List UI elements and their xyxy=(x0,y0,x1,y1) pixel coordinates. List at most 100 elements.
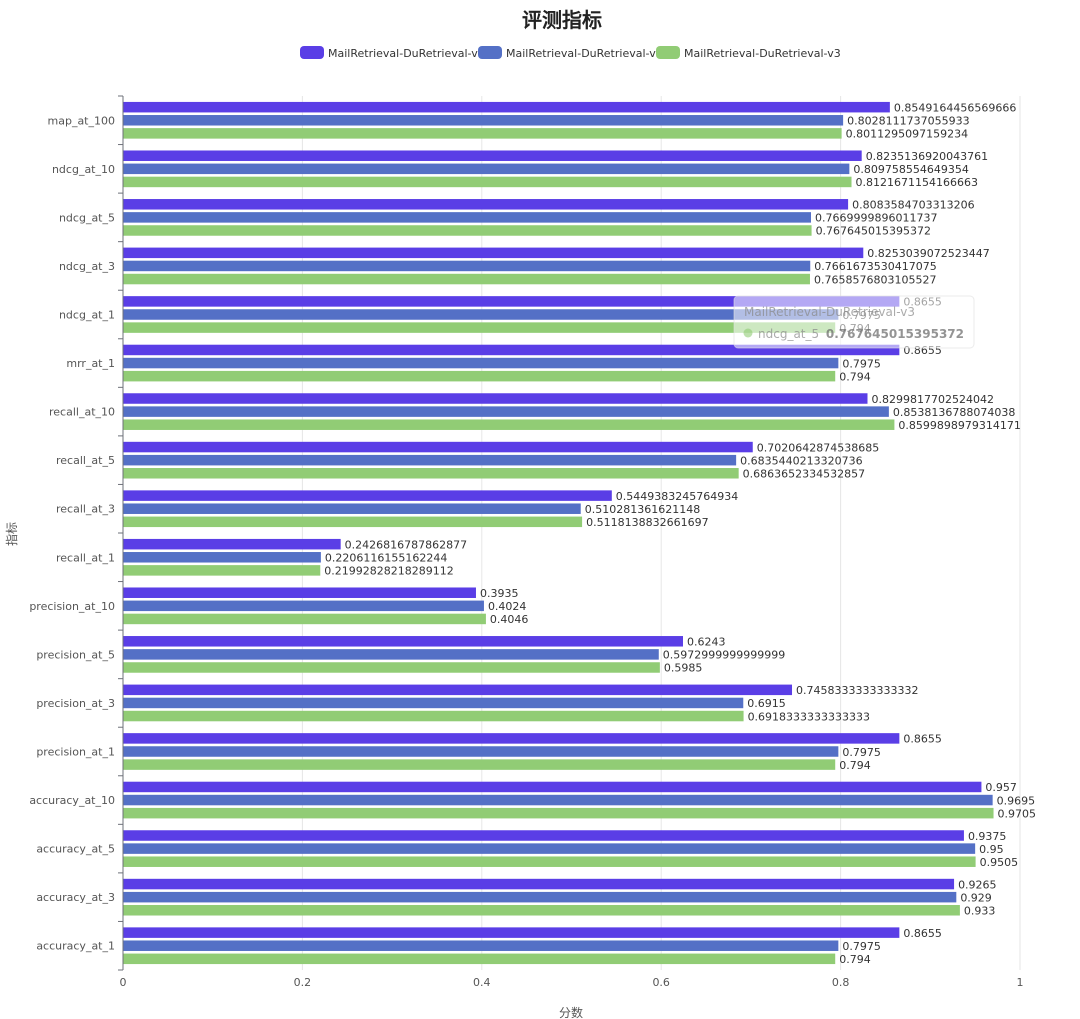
bar-v3-precision-at-10[interactable] xyxy=(123,613,486,625)
grid-lines xyxy=(301,96,1021,970)
bar-v1-accuracy-at-5[interactable] xyxy=(123,830,964,841)
data-label-v1-recall-at-3: 0.5449383245764934 xyxy=(616,490,738,503)
bar-v1-precision-at-1[interactable] xyxy=(123,733,900,744)
bar-v2-precision-at-10[interactable] xyxy=(123,600,484,612)
category-label-ndcg-at-3: ndcg_at_3 xyxy=(59,260,115,273)
bar-v2-accuracy-at-5[interactable] xyxy=(123,843,976,854)
bar-v1-recall-at-10[interactable] xyxy=(123,393,868,404)
data-label-v1-precision-at-10: 0.3935 xyxy=(480,587,518,600)
x-tick-label: 0.2 xyxy=(294,976,312,989)
bar-v1-ndcg-at-1[interactable] xyxy=(123,296,900,307)
x-tick-label: 0.8 xyxy=(832,976,850,989)
bar-v3-ndcg-at-5[interactable] xyxy=(123,225,812,236)
data-label-v1-recall-at-1: 0.2426816787862877 xyxy=(345,538,467,551)
data-label-v3-ndcg-at-5: 0.767645015395372 xyxy=(816,225,931,238)
bar-v2-ndcg-at-5[interactable] xyxy=(123,212,811,223)
bar-v3-recall-at-5[interactable] xyxy=(123,468,739,479)
bar-v3-precision-at-3[interactable] xyxy=(123,710,744,722)
bar-v1-precision-at-5[interactable] xyxy=(123,636,683,647)
category-label-precision-at-10: precision_at_10 xyxy=(29,600,115,613)
data-label-v2-precision-at-10: 0.4024 xyxy=(488,600,526,613)
bar-v3-precision-at-1[interactable] xyxy=(123,759,836,770)
bar-v2-map-at-100[interactable] xyxy=(123,115,844,126)
bar-v2-precision-at-1[interactable] xyxy=(123,746,839,757)
bar-v3-accuracy-at-1[interactable] xyxy=(123,953,836,965)
bar-v1-precision-at-10[interactable] xyxy=(123,587,476,598)
data-label-v3-mrr-at-1: 0.794 xyxy=(839,370,871,383)
legend-label: MailRetrieval-DuRetrieval-v3 xyxy=(684,47,841,60)
x-tick-label: 0.6 xyxy=(652,976,670,989)
legend[interactable]: MailRetrieval-DuRetrieval-v1 MailRetrieva… xyxy=(300,46,841,60)
y-axis-title: 指标 xyxy=(4,522,19,546)
bar-v3-ndcg-at-10[interactable] xyxy=(123,176,852,188)
bar-v3-accuracy-at-5[interactable] xyxy=(123,856,976,867)
bar-v1-accuracy-at-1[interactable] xyxy=(123,927,900,938)
legend-swatch xyxy=(478,46,502,59)
category-label-accuracy-at-1: accuracy_at_1 xyxy=(36,940,115,953)
bar-v3-mrr-at-1[interactable] xyxy=(123,370,836,382)
data-label-v1-precision-at-3: 0.7458333333333332 xyxy=(796,684,918,697)
bar-v1-recall-at-1[interactable] xyxy=(123,538,341,550)
bar-v1-precision-at-3[interactable] xyxy=(123,684,793,696)
bar-v2-ndcg-at-3[interactable] xyxy=(123,260,811,272)
bar-v3-recall-at-10[interactable] xyxy=(123,419,895,430)
data-label-v3-precision-at-3: 0.6918333333333333 xyxy=(748,710,870,723)
data-label-v3-precision-at-10: 0.4046 xyxy=(490,613,529,626)
bar-v1-recall-at-5[interactable] xyxy=(123,441,753,453)
bar-v1-accuracy-at-10[interactable] xyxy=(123,781,982,793)
bar-v3-recall-at-3[interactable] xyxy=(123,516,583,528)
data-label-v1-map-at-100: 0.8549164456569666 xyxy=(894,101,1016,114)
bar-v1-mrr-at-1[interactable] xyxy=(123,344,900,356)
bar-v2-precision-at-3[interactable] xyxy=(123,697,744,709)
data-label-v3-recall-at-10: 0.8599898979314171 xyxy=(898,419,1020,432)
bar-v2-recall-at-1[interactable] xyxy=(123,552,321,563)
bar-v1-map-at-100[interactable] xyxy=(123,101,890,113)
x-tick-label: 0.4 xyxy=(473,976,491,989)
data-label-v2-map-at-100: 0.8028111737055933 xyxy=(847,115,969,128)
bar-v1-recall-at-3[interactable] xyxy=(123,490,612,501)
bars-group xyxy=(123,101,994,965)
bar-v2-recall-at-3[interactable] xyxy=(123,503,581,514)
category-label-recall-at-1: recall_at_1 xyxy=(56,551,115,564)
bar-v2-accuracy-at-3[interactable] xyxy=(123,891,957,903)
category-label-precision-at-3: precision_at_3 xyxy=(36,697,115,710)
bar-v1-ndcg-at-3[interactable] xyxy=(123,247,864,259)
category-label-accuracy-at-3: accuracy_at_3 xyxy=(36,891,115,904)
bar-v2-recall-at-5[interactable] xyxy=(123,454,737,466)
bar-v2-precision-at-5[interactable] xyxy=(123,649,659,660)
data-label-v2-recall-at-3: 0.510281361621148 xyxy=(585,503,700,516)
legend-item-v1[interactable]: MailRetrieval-DuRetrieval-v1 xyxy=(300,46,485,60)
x-tick-label: 0 xyxy=(120,976,127,989)
legend-swatch xyxy=(656,46,680,59)
bar-v3-map-at-100[interactable] xyxy=(123,128,842,139)
data-label-v1-ndcg-at-10: 0.8235136920043761 xyxy=(866,150,988,163)
data-label-v3-precision-at-1: 0.794 xyxy=(839,759,871,772)
data-label-v2-precision-at-3: 0.6915 xyxy=(747,697,786,710)
bar-v1-ndcg-at-5[interactable] xyxy=(123,199,849,210)
bar-v3-recall-at-1[interactable] xyxy=(123,565,321,576)
bar-v2-accuracy-at-1[interactable] xyxy=(123,940,839,951)
data-label-v1-recall-at-10: 0.8299817702524042 xyxy=(871,393,993,406)
legend-item-v2[interactable]: MailRetrieval-DuRetrieval-v2 xyxy=(478,46,663,60)
bar-v3-precision-at-5[interactable] xyxy=(123,662,660,673)
bar-v1-ndcg-at-10[interactable] xyxy=(123,150,862,161)
data-label-v2-accuracy-at-1: 0.7975 xyxy=(842,940,881,953)
data-label-v3-recall-at-5: 0.6863652334532857 xyxy=(743,468,865,481)
chart-title: 评测指标 xyxy=(522,8,602,32)
bar-v2-ndcg-at-1[interactable] xyxy=(123,309,839,320)
bar-v2-accuracy-at-10[interactable] xyxy=(123,794,993,806)
legend-item-v3[interactable]: MailRetrieval-DuRetrieval-v3 xyxy=(656,46,841,60)
bar-v3-ndcg-at-3[interactable] xyxy=(123,273,810,285)
bar-v3-ndcg-at-1[interactable] xyxy=(123,322,836,333)
category-label-recall-at-5: recall_at_5 xyxy=(56,454,115,467)
bar-v2-mrr-at-1[interactable] xyxy=(123,357,839,369)
data-label-v1-ndcg-at-5: 0.8083584703313206 xyxy=(852,199,974,212)
bar-v3-accuracy-at-10[interactable] xyxy=(123,807,994,819)
bar-v3-accuracy-at-3[interactable] xyxy=(123,905,960,916)
bar-v2-recall-at-10[interactable] xyxy=(123,406,889,417)
bar-v1-accuracy-at-3[interactable] xyxy=(123,878,955,890)
data-label-v3-recall-at-1: 0.21992828218289112 xyxy=(324,565,453,578)
bar-v2-ndcg-at-10[interactable] xyxy=(123,163,850,175)
data-label-v2-mrr-at-1: 0.7975 xyxy=(842,357,881,370)
